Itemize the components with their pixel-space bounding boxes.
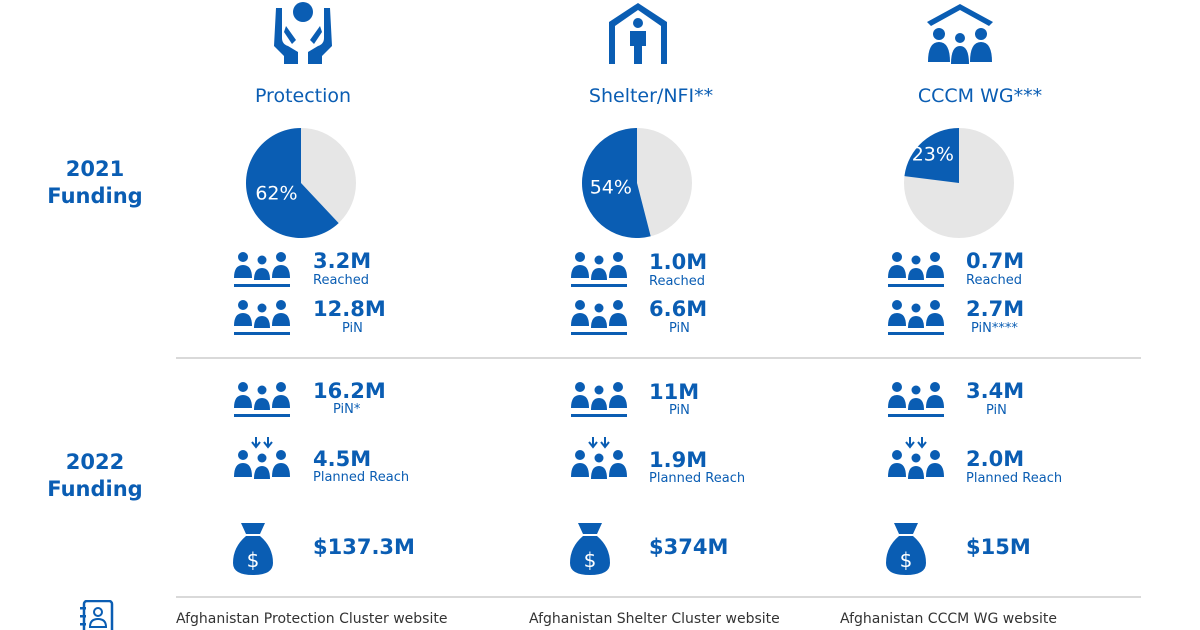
planned-reach-value: 4.5M [313,447,372,471]
funding-value: $374M [649,535,729,559]
funding-value: $137.3M [313,535,415,559]
row-label-2022: 2022 Funding [0,449,190,503]
pin-value: 12.8M [313,297,386,321]
pie-slice-primary [582,128,651,238]
people-icon [886,250,946,290]
pin-label: PiN [669,403,690,418]
planned-reach-value: 2.0M [966,447,1025,471]
people-icon [569,298,629,338]
pin-value: 11M [649,380,700,404]
pin-label: PiN* [333,402,361,417]
planned-reach-icon [232,437,292,487]
house-person-icon [609,3,667,64]
pie-data-label: 62% [255,183,297,205]
planned-reach-label: Planned Reach [649,471,746,486]
pie-data-label: 54% [590,176,632,198]
row-label-2022-year: 2022 [65,450,125,474]
pie-data-label: 23% [912,143,954,165]
roof-family-icon [927,4,993,64]
pin-value: 6.6M [649,297,708,321]
shelter-cluster-link[interactable]: Afghanistan Shelter Cluster website [529,611,780,627]
reached-label: Reached [649,274,706,289]
pin-value: 16.2M [313,379,386,403]
planned-reach-label: Planned Reach [966,471,1063,486]
people-icon [569,250,629,290]
pin-label: PiN [669,321,690,336]
money-bag-icon [570,521,610,577]
people-icon [232,298,292,338]
money-bag-icon [886,521,926,577]
column-title-cccm: CCCM WG*** [917,85,1043,107]
reached-label: Reached [313,273,370,288]
pin-label: PiN [986,403,1007,418]
divider-footer [176,596,1141,598]
reached-label: Reached [966,273,1023,288]
people-icon [886,298,946,338]
divider-2021-2022 [176,357,1141,359]
people-icon [232,250,292,290]
pin-label: PiN**** [971,321,1018,336]
planned-reach-icon [569,437,629,487]
people-icon [569,380,629,420]
contact-book-icon [80,600,114,630]
pin-label: PiN [342,321,363,336]
hands-holding-person-icon [274,2,332,64]
row-label-2021: 2021 Funding [0,156,190,210]
pie-slice-primary [904,128,959,183]
pie-slice-primary [245,128,339,238]
reached-value: 1.0M [649,250,708,274]
people-icon [886,380,946,420]
protection-cluster-link[interactable]: Afghanistan Protection Cluster website [176,611,448,627]
reached-value: 3.2M [313,249,372,273]
column-title-shelter: Shelter/NFI** [588,85,714,107]
row-label-2021-year: 2021 [65,157,125,181]
planned-reach-label: Planned Reach [313,470,410,485]
money-bag-icon [233,521,273,577]
funding-value: $15M [966,535,1031,559]
pin-value: 3.4M [966,379,1025,403]
column-title-protection: Protection [254,85,352,107]
people-icon [232,380,292,420]
row-label-2022-funding: Funding [47,477,143,501]
planned-reach-value: 1.9M [649,448,708,472]
cccm-wg-link[interactable]: Afghanistan CCCM WG website [840,611,1058,627]
planned-reach-icon [886,437,946,487]
reached-value: 0.7M [966,249,1025,273]
row-label-2021-funding: Funding [47,184,143,208]
pin-value: 2.7M [966,297,1025,321]
